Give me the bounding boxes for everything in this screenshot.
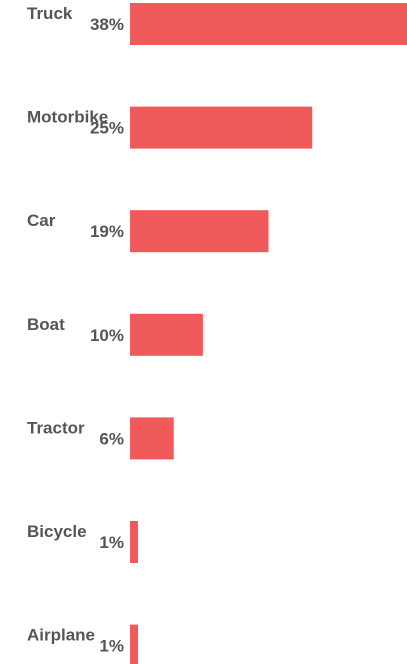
category-label-airplane: Airplane xyxy=(27,626,95,645)
bar-car xyxy=(130,210,269,253)
category-label-bicycle: Bicycle xyxy=(27,522,87,541)
bar-truck xyxy=(130,3,407,45)
category-label-motorbike: Motorbike xyxy=(27,108,108,127)
value-label-motorbike: 25% xyxy=(90,119,124,138)
bars-group xyxy=(130,3,407,664)
category-label-tractor: Tractor xyxy=(27,418,85,437)
category-labels-group: Truck Motorbike Car Boat Tractor Bicycle Airpl… xyxy=(27,4,108,645)
bar-boat xyxy=(130,313,203,356)
category-label-truck: Truck xyxy=(27,4,73,23)
value-label-bicycle: 1% xyxy=(99,533,124,552)
bar-bicycle xyxy=(130,521,138,563)
bar-airplane xyxy=(130,624,138,664)
category-label-boat: Boat xyxy=(27,315,65,334)
value-label-airplane: 1% xyxy=(99,637,124,656)
value-label-tractor: 6% xyxy=(99,429,124,448)
category-label-car: Car xyxy=(27,211,56,230)
value-labels-group: 38% 25% 19% 10% 6% 1% 1% xyxy=(90,15,124,656)
bar-motorbike xyxy=(130,106,313,149)
value-label-boat: 10% xyxy=(90,326,124,345)
value-label-car: 19% xyxy=(90,222,124,241)
bar-tractor xyxy=(130,417,174,460)
value-label-truck: 38% xyxy=(90,15,124,34)
